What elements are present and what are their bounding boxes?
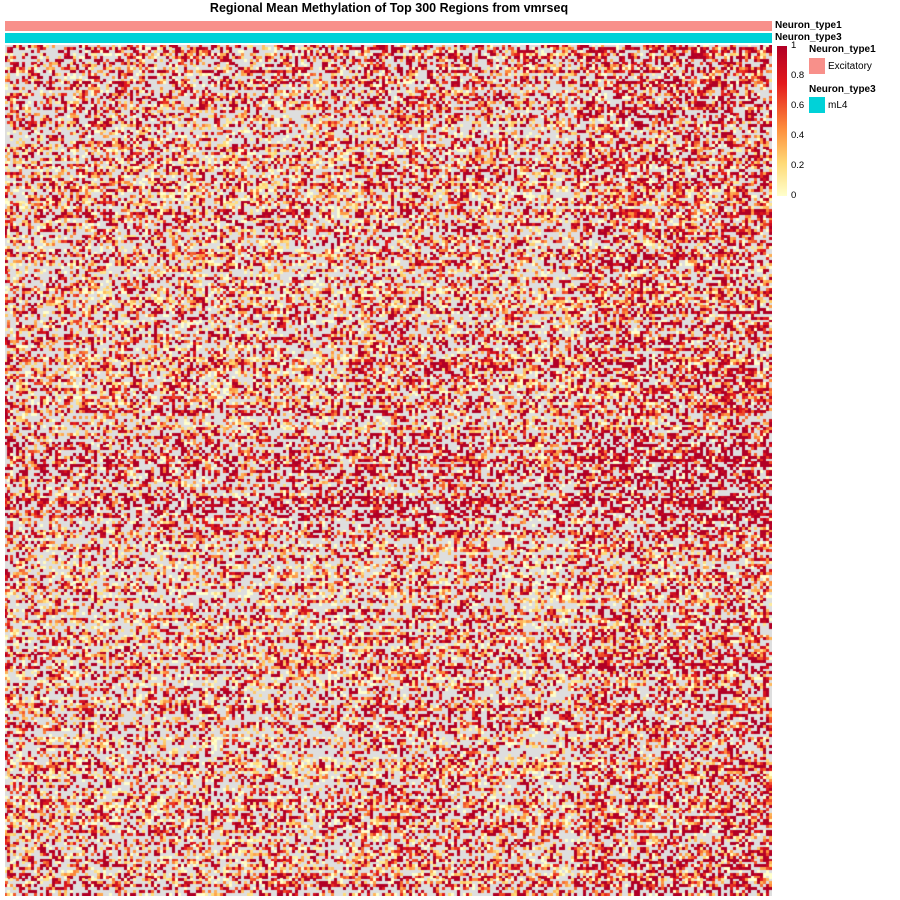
colorbar-tick-label: 0.4 bbox=[791, 130, 805, 141]
legend-swatch-ml4 bbox=[809, 97, 825, 113]
annotation-bar-neuron-type3 bbox=[5, 33, 772, 43]
legend-title-neuron-type1: Neuron_type1 bbox=[809, 44, 876, 55]
colorbar-tick-label: 0 bbox=[791, 190, 797, 201]
heatmap-cells bbox=[5, 45, 772, 896]
legend-title-neuron-type3: Neuron_type3 bbox=[809, 84, 876, 95]
chart-title: Regional Mean Methylation of Top 300 Reg… bbox=[209, 1, 569, 15]
legend-swatch-excitatory bbox=[809, 58, 825, 74]
colorbar-tick-label: 0.2 bbox=[791, 160, 805, 171]
colorbar-tick-label: 0.6 bbox=[791, 100, 805, 111]
annotation-label-neuron-type3: Neuron_type3 bbox=[775, 32, 842, 43]
colorbar-tick-label: 0.8 bbox=[791, 70, 805, 81]
annotation-bar-neuron-type1 bbox=[5, 21, 772, 31]
legend-label-excitatory: Excitatory bbox=[828, 61, 872, 72]
colorbar-tick-label: 1 bbox=[791, 40, 797, 51]
colorbar bbox=[777, 46, 787, 196]
legend-label-ml4: mL4 bbox=[828, 100, 848, 111]
annotation-label-neuron-type1: Neuron_type1 bbox=[775, 20, 842, 31]
